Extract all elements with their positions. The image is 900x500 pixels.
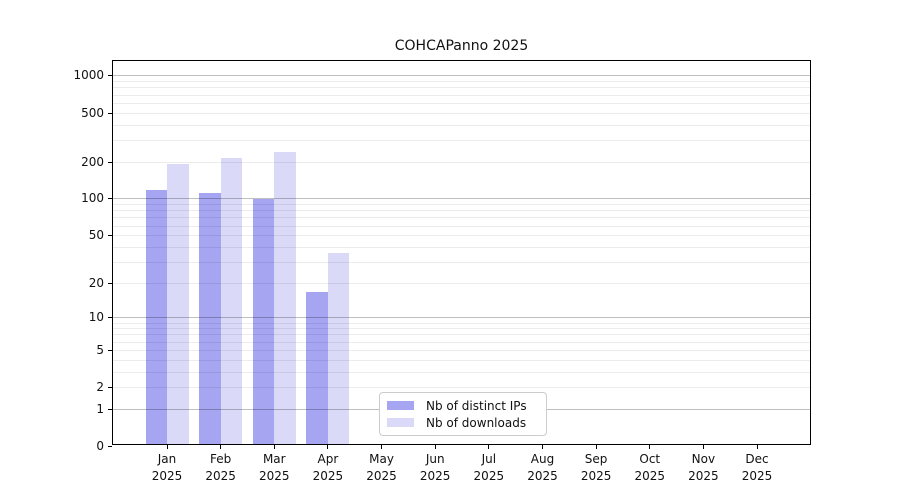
minor-gridline xyxy=(113,124,810,126)
y-tick-mark xyxy=(108,387,112,389)
minor-gridline xyxy=(113,217,810,219)
minor-gridline xyxy=(113,235,810,237)
x-tick-label: Jul 2025 xyxy=(473,452,505,483)
x-tick-mark xyxy=(327,445,329,449)
minor-gridline xyxy=(113,87,810,89)
x-tick-mark xyxy=(756,445,758,449)
minor-gridline xyxy=(113,387,810,389)
minor-gridline xyxy=(113,359,810,361)
chart-title: COHCAPanno 2025 xyxy=(394,38,529,54)
minor-gridline xyxy=(113,341,810,343)
minor-gridline xyxy=(113,322,810,324)
y-tick-label: 1 xyxy=(96,401,104,416)
x-tick-label: Feb 2025 xyxy=(205,452,236,483)
x-tick-label: Jan 2025 xyxy=(151,452,183,483)
x-tick-label: Dec 2025 xyxy=(741,452,773,483)
y-tick-mark xyxy=(108,235,112,237)
x-tick-label: Aug 2025 xyxy=(527,452,558,483)
x-tick-label: May 2025 xyxy=(366,452,397,483)
minor-gridline xyxy=(113,349,810,351)
y-tick-mark xyxy=(108,112,112,114)
minor-gridline xyxy=(113,328,810,330)
minor-gridline xyxy=(113,210,810,212)
x-tick-label: Oct 2025 xyxy=(634,452,666,483)
major-gridline xyxy=(113,317,810,319)
x-tick-label: Jun 2025 xyxy=(419,452,451,483)
bar-downloads xyxy=(274,152,296,444)
y-tick-label: 2 xyxy=(96,380,104,395)
x-tick-label: Apr 2025 xyxy=(312,452,344,483)
minor-gridline xyxy=(113,204,810,206)
legend-swatch-downloads xyxy=(387,418,414,427)
bar-downloads xyxy=(327,253,350,444)
x-tick-mark xyxy=(273,445,275,449)
legend-swatch-distinct-ips xyxy=(387,401,414,410)
legend-item-distinct-ips: Nb of distinct IPs xyxy=(387,397,540,414)
bar-distinct-ips xyxy=(306,292,328,444)
major-gridline xyxy=(113,75,810,77)
bar-downloads xyxy=(167,163,189,444)
bar-distinct-ips xyxy=(199,192,221,444)
x-tick-mark xyxy=(649,445,651,449)
x-tick-mark xyxy=(381,445,383,449)
y-tick-label: 0 xyxy=(96,439,104,453)
y-tick-label: 100 xyxy=(81,191,104,206)
x-tick-mark xyxy=(702,445,704,449)
legend-item-downloads: Nb of downloads xyxy=(387,414,540,431)
y-tick-mark xyxy=(108,349,112,351)
y-tick-mark xyxy=(108,408,112,410)
legend-label-distinct-ips: Nb of distinct IPs xyxy=(426,398,527,413)
y-tick-label: 500 xyxy=(81,105,104,120)
x-tick-mark xyxy=(541,445,543,449)
y-tick-label: 10 xyxy=(88,310,104,325)
minor-gridline xyxy=(113,225,810,227)
y-tick-label: 200 xyxy=(81,154,104,169)
x-tick-label: Sep 2025 xyxy=(580,452,612,483)
y-tick-mark xyxy=(108,161,112,163)
y-tick-label: 50 xyxy=(88,228,104,243)
y-tick-label: 5 xyxy=(96,342,104,357)
y-tick-mark xyxy=(108,282,112,284)
y-tick-mark xyxy=(108,75,112,77)
minor-gridline xyxy=(113,112,810,114)
minor-gridline xyxy=(113,81,810,83)
x-tick-mark xyxy=(595,445,597,449)
bar-downloads xyxy=(220,158,243,444)
y-tick-mark xyxy=(108,446,112,447)
minor-gridline xyxy=(113,139,810,141)
y-tick-mark xyxy=(108,198,112,200)
minor-gridline xyxy=(113,261,810,263)
x-tick-label: Nov 2025 xyxy=(688,452,719,483)
minor-gridline xyxy=(113,161,810,163)
minor-gridline xyxy=(113,94,810,96)
minor-gridline xyxy=(113,282,810,284)
x-tick-mark xyxy=(488,445,490,449)
y-tick-label: 20 xyxy=(88,275,104,290)
y-tick-label: 1000 xyxy=(73,68,104,83)
bar-distinct-ips xyxy=(252,198,275,444)
legend: Nb of distinct IPs Nb of downloads xyxy=(379,392,547,436)
minor-gridline xyxy=(113,246,810,248)
minor-gridline xyxy=(113,371,810,373)
major-gridline xyxy=(113,198,810,200)
plot-area: Nb of distinct IPs Nb of downloads 0 1 2 5 1… xyxy=(73,60,811,483)
x-tick-mark xyxy=(166,445,168,449)
bar-distinct-ips xyxy=(145,189,167,444)
minor-gridline xyxy=(113,334,810,336)
legend-label-downloads: Nb of downloads xyxy=(426,415,527,430)
y-tick-mark xyxy=(108,317,112,319)
x-tick-label: Mar 2025 xyxy=(258,452,290,483)
x-tick-mark xyxy=(434,445,436,449)
x-tick-mark xyxy=(220,445,222,449)
minor-gridline xyxy=(113,102,810,104)
